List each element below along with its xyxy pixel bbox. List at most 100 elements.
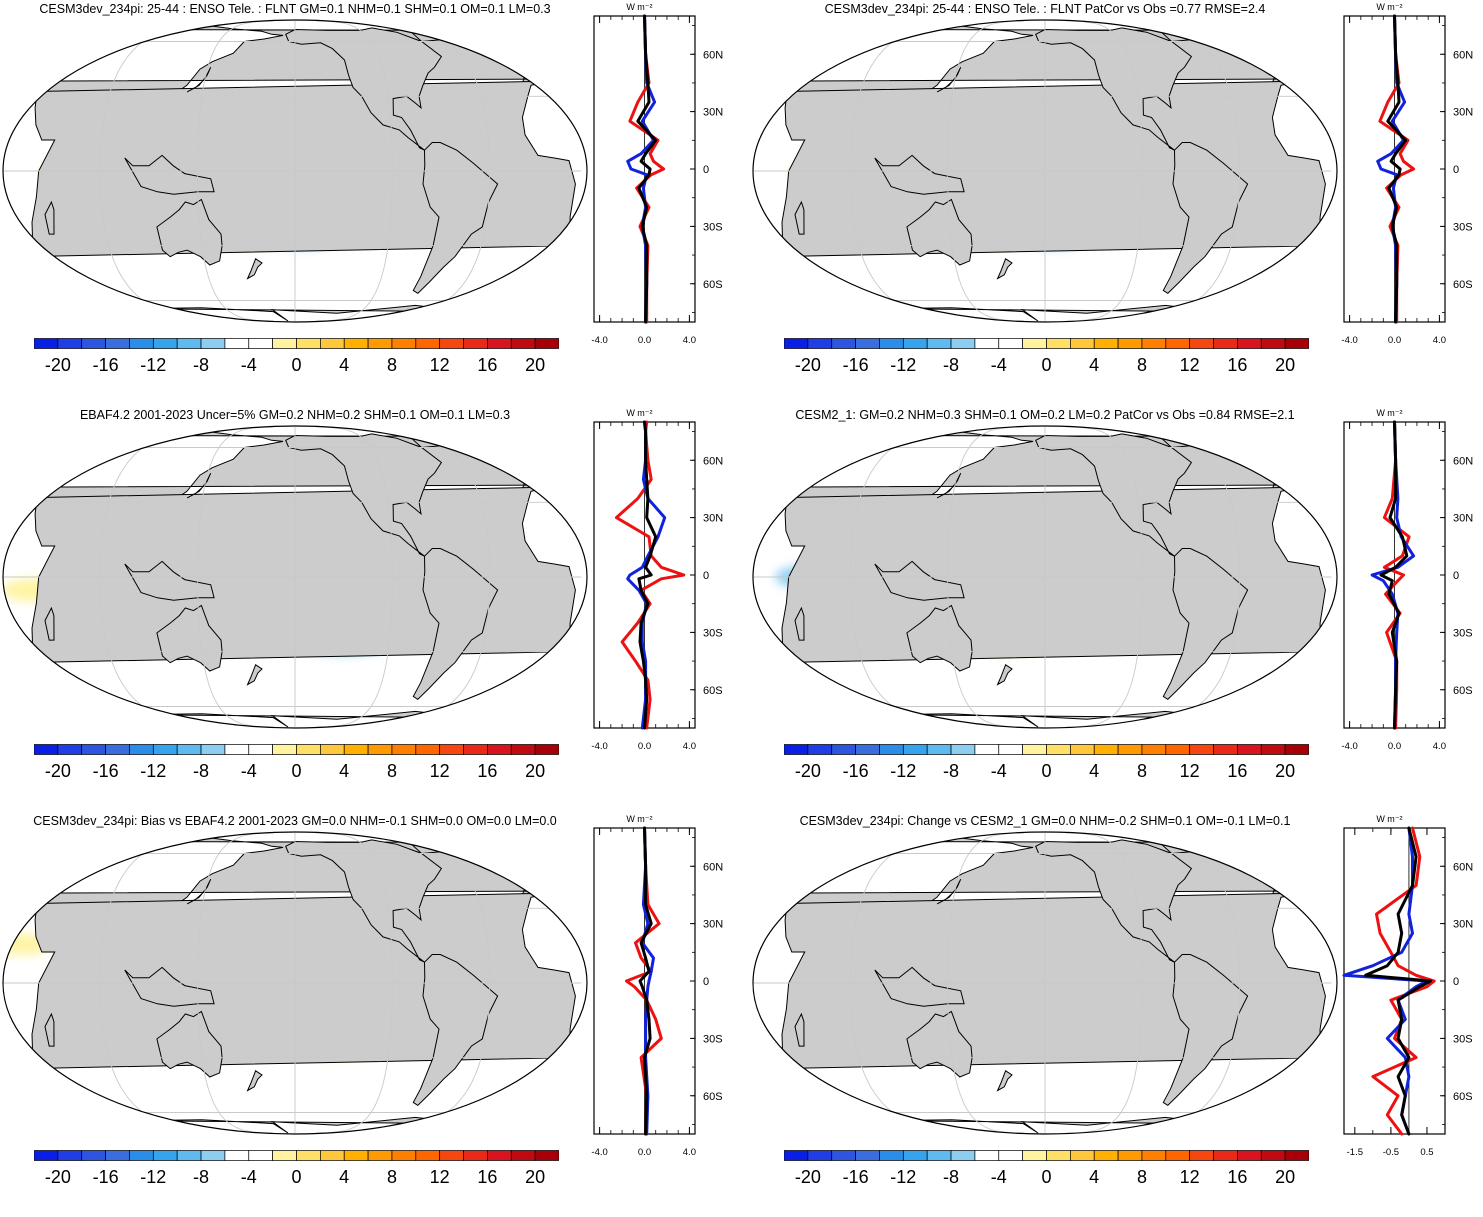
lat-tick-label: 60N [703,49,723,61]
colorbar-swatch [415,338,441,349]
colorbar-swatch [1070,338,1095,349]
colorbar-swatch [998,338,1023,349]
colorbar-tick-label: 20 [1275,761,1296,781]
land-samerica [1162,548,1249,701]
colorbar-swatch [224,1150,250,1161]
colorbar-tick-label: -8 [192,1167,210,1187]
colorbar-tick-label: 8 [386,1167,398,1187]
land-uk [1245,43,1267,58]
lat-tick-label: 30N [1453,919,1473,931]
longitude-gridline [197,20,274,322]
panel-title: CESM3dev_234pi: Change vs CESM2_1 GM=0.0… [799,814,1291,828]
lat-tick-label: 60S [1453,279,1473,291]
lat-tick-label: 30S [1453,627,1473,639]
longitude-gridline [1066,426,1143,728]
colorbar-swatch [1046,1150,1071,1161]
colorbar-swatch [176,338,202,349]
colorbar-tick-label: 8 [1136,761,1148,781]
land-nz [246,258,263,280]
map-border [2,19,588,323]
lat-tick-label: 0 [703,570,709,582]
land-uk [1245,855,1267,870]
colorbar-swatch [224,338,250,349]
colorbar-swatch [152,1150,178,1161]
colorbar-swatch [1070,744,1095,755]
land-japan [186,878,212,905]
lat-tick-label: 60S [1453,685,1473,697]
map-border [752,19,1338,323]
panel-title: CESM3dev_234pi: 25-44 : ENSO Tele. : FLN… [39,2,551,16]
colorbar-swatch [1189,744,1214,755]
colorbar-tick-label: -20 [794,761,821,781]
colorbar-swatch [224,744,250,755]
profile-unit: W m⁻² [626,2,652,12]
colorbar-swatch [926,1150,952,1161]
colorbar-tick-label: 20 [525,1167,546,1187]
land-japan [936,472,962,499]
land-samerica [1162,142,1249,295]
lat-tick-label: 30N [1453,107,1473,119]
colorbar-swatch [296,1150,321,1161]
colorbar-swatch [1046,744,1071,755]
colorbar-swatch [1117,338,1143,349]
x-tick-label: -4.0 [1341,335,1357,346]
x-tick-label: 4.0 [683,741,696,752]
land-samerica [1162,954,1249,1107]
colorbar-swatch [950,338,976,349]
colorbar-tick-label: 20 [525,761,546,781]
colorbar-tick-label: -20 [794,1167,821,1187]
colorbar-swatch [176,1150,202,1161]
profile-line-red [614,420,686,730]
colorbar-swatch [34,1150,59,1161]
colorbar-swatch [784,744,809,755]
colorbar-swatch [1165,338,1191,349]
longitude-gridline [316,426,393,728]
zonal-mean-profile: W m⁻² 60N 30N 0 30S 60S -4.0 0.0 4.0 [1341,2,1473,346]
land-namerica [1035,433,1193,557]
x-tick-label: 0.5 [1420,1147,1433,1158]
colorbar-swatch [57,744,83,755]
colorbar-swatch [1022,744,1047,755]
colorbar-swatch [1070,1150,1095,1161]
colorbar-swatch [1022,1150,1047,1161]
lat-tick-label: 0 [1453,164,1459,176]
colorbar-swatch [248,1150,273,1161]
colorbar [34,1150,559,1161]
colorbar-tick-label: 20 [525,355,546,375]
panel-cesm3dev-enso: CESM3dev_234pi: 25-44 : ENSO Tele. : FLN… [0,0,741,405]
colorbar-tick-label: 8 [386,761,398,781]
land-namerica [285,27,443,151]
x-tick-label: 4.0 [683,335,696,346]
colorbar-tick-label: 16 [1227,761,1248,781]
colorbar-swatch [855,338,880,349]
colorbar-swatch [129,744,154,755]
map-border [752,831,1338,1135]
colorbar-swatch [1260,744,1286,755]
lat-tick-label: 30S [703,1033,723,1045]
land-namerica [1035,27,1193,151]
colorbar-tick-label: -4 [990,355,1007,375]
colorbar-swatch [129,338,154,349]
land-samerica [412,954,499,1107]
colorbar-tick-label: -4 [990,1167,1007,1187]
colorbar-tick-label: -12 [140,1167,167,1187]
colorbar-tick-label: -12 [140,761,167,781]
colorbar-tick-label: -20 [794,355,821,375]
colorbar-swatch [950,1150,976,1161]
zonal-mean-profile: W m⁻² 60N 30N 0 30S 60S -4.0 0.0 4.0 [591,408,723,752]
colorbar-tick-label: 16 [477,761,498,781]
colorbar-tick-label: 4 [339,761,350,781]
lat-tick-label: 60S [703,279,723,291]
colorbar-swatch [487,338,512,349]
x-tick-label: -0.5 [1383,1147,1399,1158]
colorbar-tick-label: -16 [92,1167,119,1187]
lat-tick-label: 60S [703,1091,723,1103]
land-madagascar [794,1012,805,1047]
lat-tick-label: 30N [1453,513,1473,525]
colorbar-tick-label: 12 [1179,355,1200,375]
colorbar-swatch [510,744,536,755]
colorbar-swatch [1022,338,1047,349]
colorbar-tick-label: 8 [386,355,398,375]
lat-tick-label: 30N [703,513,723,525]
colorbar-swatch [534,338,559,349]
